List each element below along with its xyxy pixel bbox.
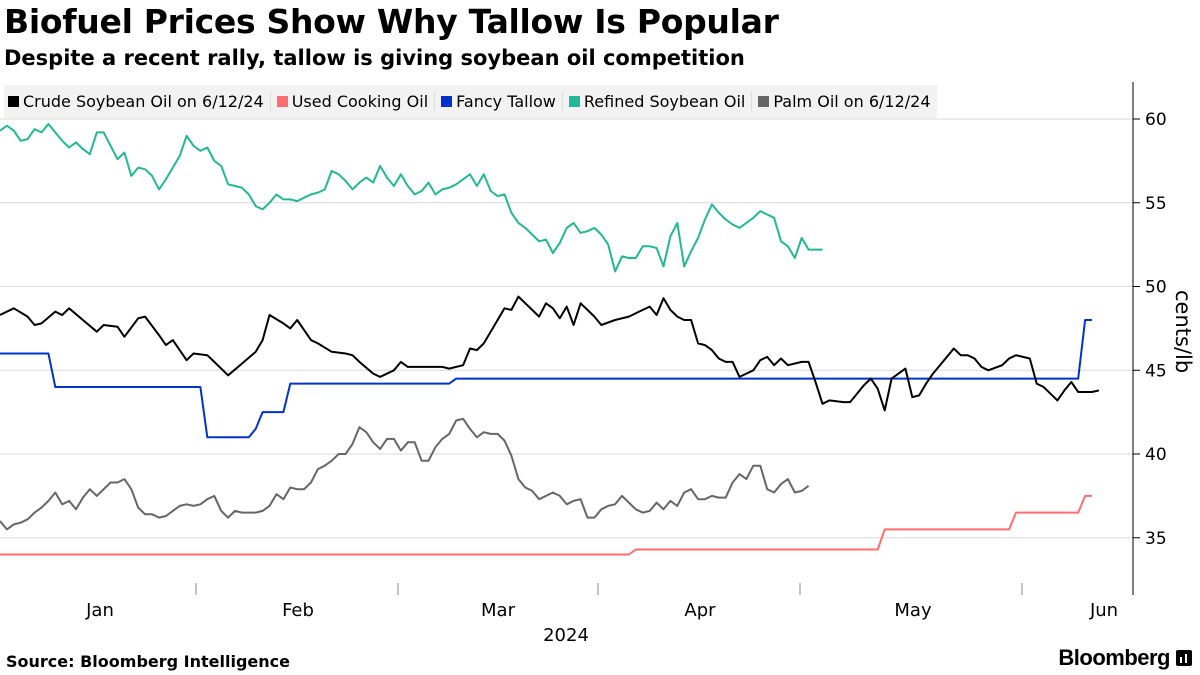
x-tick-label: Apr — [684, 600, 716, 621]
legend-label: Used Cooking Oil — [291, 92, 429, 111]
legend-item-refined-soybean-oil: Refined Soybean Oil — [561, 92, 746, 111]
legend-item-fancy-tallow: Fancy Tallow — [434, 92, 556, 111]
chart-legend: Crude Soybean Oil on 6/12/24 Used Cookin… — [4, 85, 937, 118]
x-tick-label: May — [894, 600, 932, 621]
series-lines — [0, 123, 1100, 556]
series-line-refined-soybean-oil — [0, 123, 823, 273]
source-note: Source: Bloomberg Intelligence — [6, 652, 290, 671]
legend-swatch — [758, 96, 770, 107]
legend-swatch — [276, 96, 288, 107]
series-line-fancy-tallow — [0, 319, 1092, 439]
legend-label: Fancy Tallow — [456, 92, 556, 111]
brand-name: Bloomberg — [1058, 645, 1170, 670]
y-tick-label: 55 — [1145, 194, 1167, 214]
series-line-crude-soybean-oil-on-6-12-24 — [0, 295, 1100, 412]
x-axis-label: 2024 — [543, 625, 589, 646]
series-line-used-cooking-oil — [0, 494, 1092, 556]
y-axis-label: cents/lb — [1171, 290, 1195, 373]
chart-title: Biofuel Prices Show Why Tallow Is Popula… — [4, 2, 779, 41]
axes: 35 40 45 50 55 60 cents/lb Jan Feb Mar Apr May Jun 20… — [85, 82, 1195, 646]
x-tick-label: Feb — [282, 600, 314, 621]
legend-swatch — [441, 96, 453, 107]
y-tick-label: 60 — [1145, 110, 1167, 130]
x-tick-label: Jan — [85, 600, 114, 621]
bloomberg-mark-icon — [1176, 650, 1192, 666]
x-tick-label: Jun — [1089, 600, 1118, 621]
bloomberg-logo: Bloomberg — [1058, 645, 1192, 671]
series-line-palm-oil-on-6-12-24 — [0, 417, 810, 531]
legend-item-crude-soybean-oil: Crude Soybean Oil on 6/12/24 — [8, 92, 264, 111]
legend-swatch — [568, 96, 580, 107]
legend-swatch — [8, 96, 19, 107]
legend-item-palm-oil: Palm Oil on 6/12/24 — [751, 92, 931, 111]
chart-subtitle: Despite a recent rally, tallow is giving… — [4, 46, 745, 70]
legend-item-used-cooking-oil: Used Cooking Oil — [269, 92, 429, 111]
y-tick-label: 40 — [1145, 445, 1167, 465]
legend-label: Palm Oil on 6/12/24 — [773, 92, 931, 111]
y-tick-label: 50 — [1145, 278, 1167, 298]
x-tick-label: Mar — [481, 600, 516, 621]
y-tick-label: 35 — [1145, 529, 1167, 549]
gridlines — [0, 118, 1133, 539]
legend-label: Refined Soybean Oil — [583, 92, 746, 111]
y-tick-label: 45 — [1145, 361, 1167, 381]
legend-label: Crude Soybean Oil on 6/12/24 — [23, 92, 264, 111]
